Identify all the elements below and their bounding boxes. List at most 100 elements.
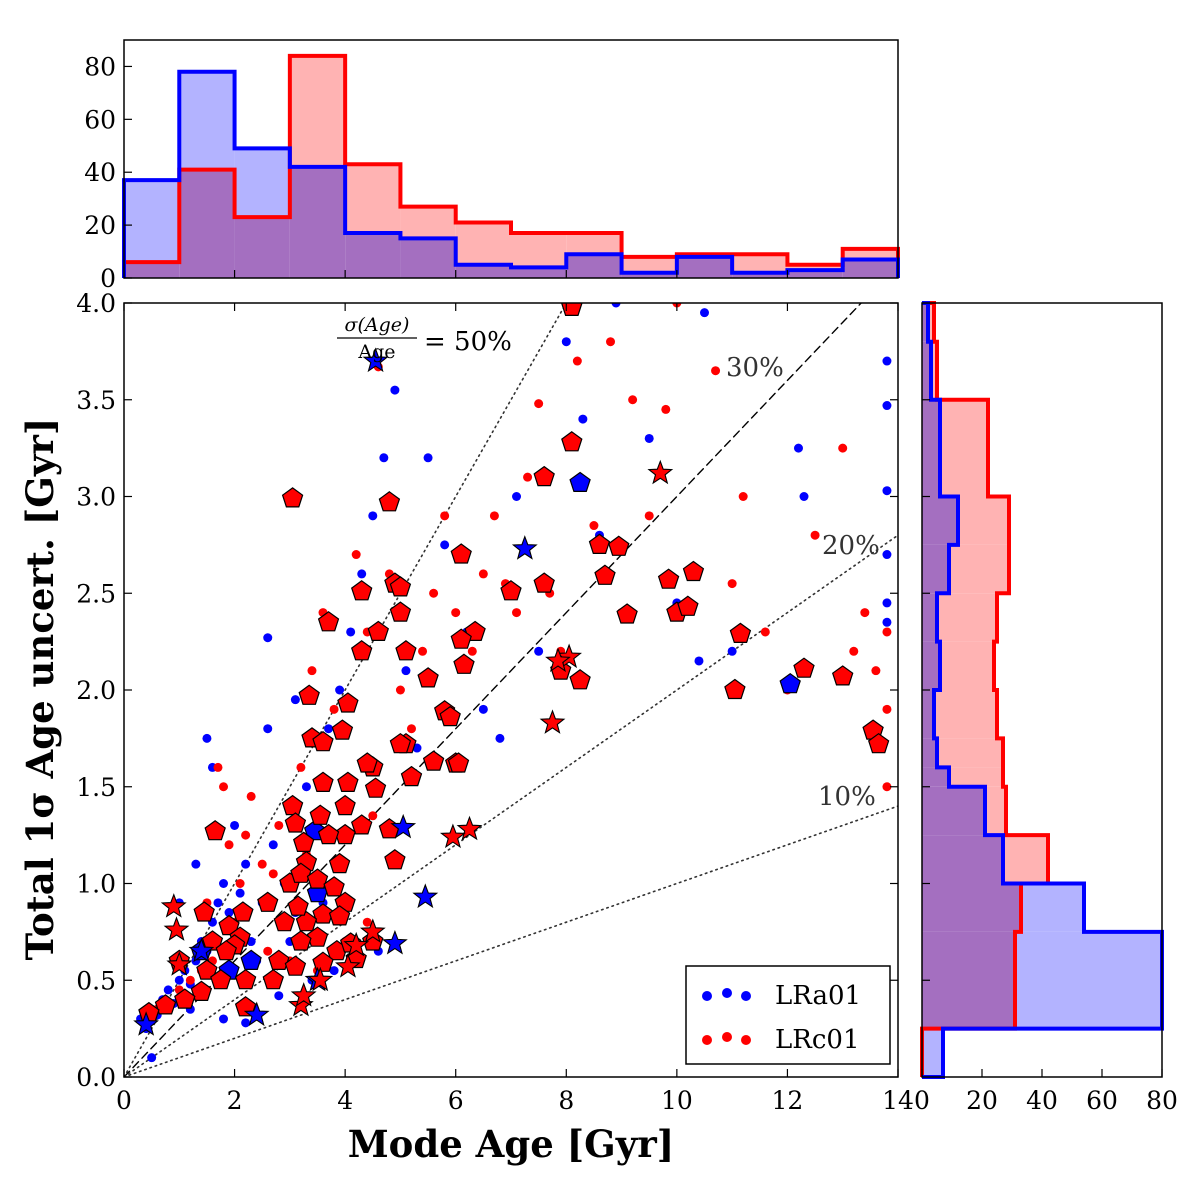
lrc01-pentagon-point (389, 576, 412, 597)
top-histogram-overlap-bar (234, 217, 290, 278)
lrc01-pentagon-point (793, 657, 815, 678)
lrc01-point (478, 569, 488, 579)
x-axis-label: Mode Age [Gyr] (348, 1122, 675, 1166)
lra01-point (727, 646, 737, 656)
lrc01-pentagon-point (677, 595, 699, 616)
guide-label-20pct: 20% (822, 531, 880, 561)
lrc01-pentagon-point (384, 849, 406, 870)
lrc01-right-histogram-bar (940, 399, 988, 497)
right-histogram-overlap-bar (922, 544, 949, 594)
lrc01-top-histogram-bar (345, 164, 401, 234)
legend-lrc01-dot (741, 1035, 751, 1045)
lrc01-point (329, 704, 339, 714)
top-histogram-overlap-bar (787, 270, 843, 278)
lrc01-pentagon-point (334, 794, 356, 816)
top-histogram-overlap-bar (455, 264, 511, 278)
lrc01-point (263, 946, 273, 956)
lrc01-pentagon-point (331, 719, 354, 740)
lrc01-pentagon-point (395, 640, 417, 661)
lrc01-pentagon-point (724, 678, 746, 700)
lrc01-pentagon-point (453, 653, 475, 674)
lra01-point (224, 908, 234, 918)
lrc01-pentagon-point (284, 955, 307, 976)
lrc01-pentagon-point (337, 692, 359, 713)
top-histogram-overlap-bar (676, 256, 733, 278)
lrc01-top-histogram-bar (732, 254, 788, 273)
lra01-star-point (412, 883, 439, 909)
x-tick-label: 2 (227, 1086, 243, 1115)
lra01-star-point (390, 813, 417, 839)
lrc01-point (362, 917, 372, 927)
lrc01-top-histogram-bar (289, 55, 346, 167)
legend: LRa01 LRc01 (685, 965, 891, 1065)
lrc01-point (257, 859, 267, 869)
lrc01-star-point (343, 931, 370, 957)
lra01-point (578, 414, 588, 424)
lrc01-pentagon-point (218, 914, 240, 936)
guide-label-10pct: 10% (818, 782, 876, 812)
right-histogram-overlap-bar (922, 399, 940, 497)
lra01-point (147, 1053, 157, 1063)
right-histogram-overlap-bar (922, 496, 958, 545)
top-y-tick-label: 0 (100, 264, 116, 293)
lra01-point (700, 308, 709, 318)
right-x-tick-label: 20 (966, 1086, 998, 1115)
top-y-tick-label: 60 (84, 105, 116, 134)
lrc01-pentagon-point (350, 640, 373, 661)
lra01-point (882, 401, 892, 411)
lra01-point (213, 898, 223, 908)
lrc01-pentagon-point (729, 622, 752, 644)
top-histogram-overlap-bar (732, 272, 788, 278)
y-tick-label: 0.0 (76, 1063, 116, 1092)
y-tick-label: 2.5 (76, 579, 116, 608)
lrc01-pentagon-point (350, 580, 373, 601)
lrc01-star-point (335, 953, 361, 978)
lra01-point (882, 550, 892, 560)
right-x-tick-label: 0 (914, 1086, 930, 1115)
lrc01-pentagon-point (417, 667, 439, 688)
lrc01-right-histogram-bar (928, 303, 934, 342)
guide-label-50pct: σ(Age) Age = 50% (337, 314, 512, 363)
lrc01-pentagon-point (439, 705, 461, 727)
lrc01-star-point (456, 815, 483, 841)
lrc01-pentagon-point (268, 949, 290, 971)
lra01-point (882, 617, 892, 627)
lrc01-point (224, 840, 234, 850)
lrc01-point (246, 791, 256, 801)
lra01-point (174, 975, 184, 985)
lrc01-top-histogram-bar (842, 248, 898, 260)
lrc01-right-histogram-bar (1003, 835, 1048, 884)
guide-line-10pct (124, 805, 898, 1077)
y-tick-label: 3.0 (76, 483, 116, 512)
lrc01-point (467, 646, 477, 656)
lrc01-right-histogram-bar (949, 767, 1003, 787)
lrc01-point (368, 811, 378, 821)
lrc01-pentagon-point (262, 969, 285, 990)
lrc01-point (871, 666, 881, 676)
lrc01-point (451, 608, 461, 618)
legend-label-lra01: LRa01 (775, 981, 861, 1011)
top-histogram-overlap-bar (179, 169, 235, 278)
lrc01-pentagon-point (561, 431, 583, 452)
lrc01-pentagon-point (284, 812, 307, 833)
lrc01-point (882, 782, 892, 792)
lra01-top-histogram-bar (124, 180, 180, 263)
lra01-pentagon-point (240, 949, 262, 971)
legend-box (685, 965, 891, 1065)
lrc01-point (268, 869, 278, 879)
lra01-point (202, 733, 212, 743)
right-histogram-overlap-bar (922, 835, 1003, 884)
lra01-point (611, 303, 621, 308)
lrc01-point (860, 608, 870, 618)
lrc01-pentagon-point (608, 535, 630, 556)
lra01-point (799, 492, 809, 501)
lrc01-pentagon-point (328, 852, 351, 874)
lra01-point (534, 646, 544, 656)
lrc01-point (523, 472, 533, 482)
scatter-plot-area (124, 303, 898, 1077)
guide-line-20pct (124, 534, 898, 1077)
lrc01-star-point (290, 982, 317, 1007)
lrc01-pentagon-point (328, 905, 351, 926)
lra01-right-histogram-bar (1021, 883, 1084, 932)
lrc01-star-point (439, 823, 466, 849)
